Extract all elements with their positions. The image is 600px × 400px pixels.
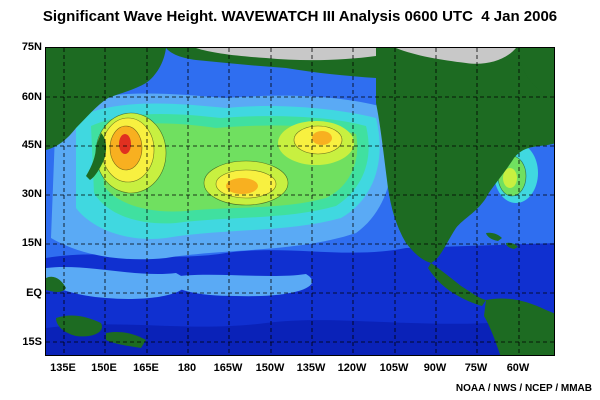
central-america-land bbox=[428, 263, 486, 306]
calm-sea-far-south bbox=[46, 318, 554, 355]
lon-label-180: 180 bbox=[177, 362, 197, 374]
lon-label-135e: 135E bbox=[50, 362, 76, 374]
lat-label-60n: 60N bbox=[21, 91, 42, 103]
south-america-land bbox=[484, 298, 554, 355]
lon-label-60w: 60W bbox=[506, 362, 530, 374]
lon-label-120w: 120W bbox=[337, 362, 367, 374]
lat-label-45n: 45N bbox=[21, 139, 42, 151]
lon-label-75w: 75W bbox=[464, 362, 488, 374]
lat-label-75n: 75N bbox=[21, 41, 42, 53]
lon-label-90w: 90W bbox=[423, 362, 447, 374]
graticule bbox=[46, 48, 554, 355]
lon-label-150w: 150W bbox=[255, 362, 285, 374]
indonesia-land bbox=[46, 276, 146, 348]
japan-land bbox=[86, 133, 107, 180]
caribbean-land bbox=[486, 232, 518, 249]
lon-label-105w: 105W bbox=[379, 362, 409, 374]
lon-label-135w: 135W bbox=[296, 362, 326, 374]
wave-height-map bbox=[45, 47, 555, 356]
wave-height-map-svg bbox=[46, 48, 554, 355]
storm-ne-orange bbox=[312, 131, 332, 145]
storm-nw-red bbox=[119, 134, 131, 154]
lon-label-165w: 165W bbox=[213, 362, 243, 374]
map-title: Significant Wave Height. WAVEWATCH III A… bbox=[42, 8, 558, 25]
credit-line: NOAA / NWS / NCEP / MMAB bbox=[455, 383, 592, 394]
north-america-land bbox=[376, 48, 554, 263]
lon-label-150e: 150E bbox=[91, 362, 117, 374]
lat-label-eq: EQ bbox=[26, 287, 42, 299]
contour-lines bbox=[95, 112, 527, 206]
moderate-wave-zone-central bbox=[166, 274, 313, 297]
lat-label-15s: 15S bbox=[22, 336, 42, 348]
moderate-wave-zone-south bbox=[46, 266, 187, 299]
storm-central-orange bbox=[226, 178, 258, 194]
greenland-land bbox=[516, 48, 554, 102]
asia-land bbox=[46, 48, 166, 150]
storm-atlantic-yellowgreen bbox=[503, 168, 517, 188]
lon-label-165e: 165E bbox=[133, 362, 159, 374]
lat-label-15n: 15N bbox=[21, 237, 42, 249]
lat-label-30n: 30N bbox=[21, 188, 42, 200]
